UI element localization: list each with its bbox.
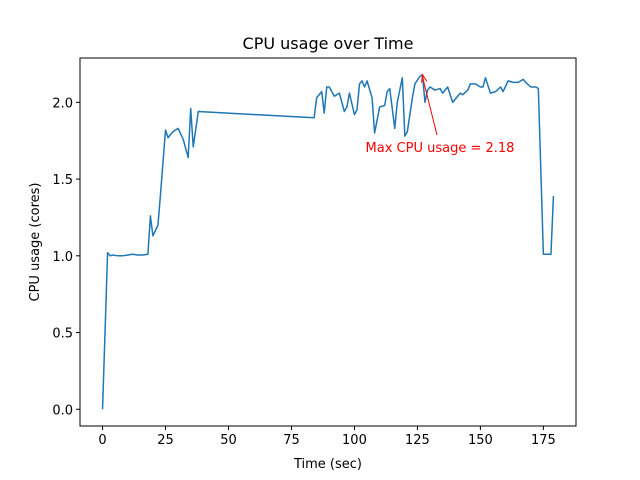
y-axis-label: CPU usage (cores) <box>28 183 43 302</box>
annotation-text: Max CPU usage = 2.18 <box>366 141 515 156</box>
y-tick-label: 0.5 <box>52 327 73 342</box>
y-tick-label: 1.0 <box>52 250 73 265</box>
x-tick-label: 150 <box>468 433 493 448</box>
plot-frame <box>79 57 577 427</box>
y-tick-label: 1.5 <box>52 173 73 188</box>
x-tick-label: 50 <box>220 433 237 448</box>
x-tick-label: 100 <box>342 433 367 448</box>
y-tick-label: 2.0 <box>52 96 73 111</box>
x-axis-label: Time (sec) <box>293 457 362 472</box>
annotation-arrow <box>421 76 438 136</box>
x-tick-label: 25 <box>157 433 174 448</box>
y-tick-label: 0.0 <box>52 403 73 418</box>
annotation-arrowhead <box>421 73 428 83</box>
x-tick-label: 0 <box>98 433 106 448</box>
data-line <box>101 73 555 410</box>
chart-title: CPU usage over Time <box>243 34 414 53</box>
x-tick-label: 75 <box>283 433 300 448</box>
x-tick-label: 175 <box>531 433 556 448</box>
x-tick-label: 125 <box>405 433 430 448</box>
